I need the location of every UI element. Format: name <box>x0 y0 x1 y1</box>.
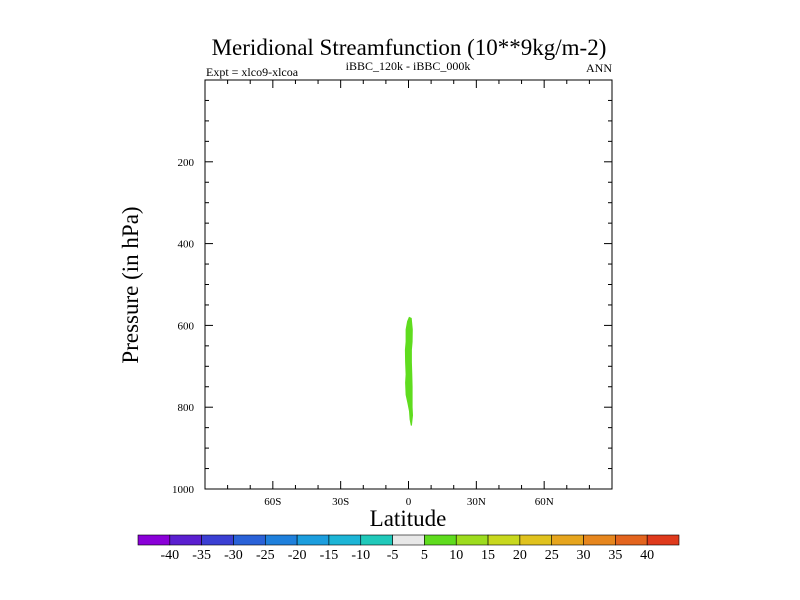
chart-title: Meridional Streamfunction (10**9kg/m-2) <box>212 35 607 60</box>
colorbar-box <box>392 534 425 546</box>
colorbar-label: -15 <box>320 548 339 563</box>
filled-region-0 <box>404 316 413 426</box>
colorbar-box <box>487 534 521 546</box>
x-tick-label: 60S <box>264 496 281 508</box>
y-tick-label: 1000 <box>172 484 195 496</box>
colorbar-box <box>328 534 362 546</box>
x-tick-label: 60N <box>535 496 554 508</box>
x-tick-labels: 60S 30S 0 30N 60N <box>264 496 553 508</box>
colorbar-box <box>201 534 234 546</box>
y-tick-label: 400 <box>178 239 195 251</box>
x-tick-label: 0 <box>406 496 412 508</box>
colorbar-box <box>615 534 648 546</box>
axis-ticks <box>204 79 613 490</box>
colorbar-box <box>296 534 330 546</box>
x-tick-label: 30N <box>467 496 486 508</box>
colorbar-box <box>360 534 393 546</box>
colorbar <box>137 534 680 546</box>
plot-frame <box>204 79 613 490</box>
colorbar-box <box>551 534 584 546</box>
colorbar-label: 25 <box>545 548 559 563</box>
colorbar-label: -25 <box>256 548 275 563</box>
colorbar-label: -30 <box>224 548 243 563</box>
colorbar-box <box>264 534 298 546</box>
colorbar-label: 5 <box>421 548 428 563</box>
comparison-label: iBBC_120k - iBBC_000k <box>346 59 471 73</box>
colorbar-box <box>169 534 202 546</box>
colorbar-box <box>424 534 457 546</box>
colorbar-box <box>519 534 553 546</box>
y-tick-label: 600 <box>178 320 195 332</box>
colorbar-label: 20 <box>513 548 527 563</box>
y-tick-label: 200 <box>178 157 195 169</box>
colorbar-labels: -40 -35 -30 -25 -20 -15 -10 -5 5 10 15 20 25 30 35 40 <box>160 548 654 563</box>
colorbar-box <box>137 534 171 546</box>
colorbar-label: 10 <box>449 548 463 563</box>
y-axis-label: Pressure (in hPa) <box>118 206 143 363</box>
y-tick-label: 800 <box>178 402 195 414</box>
experiment-label: Expt = xlco9-xlcoa <box>206 65 299 79</box>
x-tick-label: 30S <box>332 496 349 508</box>
colorbar-label: -40 <box>160 548 179 563</box>
colorbar-label: 40 <box>640 548 654 563</box>
x-axis-label: Latitude <box>370 506 447 531</box>
colorbar-box <box>583 534 616 546</box>
colorbar-label: -10 <box>351 548 370 563</box>
colorbar-box <box>455 534 489 546</box>
colorbar-label: -5 <box>387 548 399 563</box>
filled-contour-regions <box>404 316 413 426</box>
colorbar-label: 35 <box>608 548 622 563</box>
colorbar-box <box>646 534 680 546</box>
colorbar-label: 15 <box>481 548 495 563</box>
colorbar-box <box>233 534 266 546</box>
colorbar-label: -20 <box>288 548 307 563</box>
y-tick-labels: 200 400 600 800 1000 <box>172 157 195 496</box>
colorbar-label: 30 <box>577 548 591 563</box>
season-label: ANN <box>586 61 612 75</box>
colorbar-label: -35 <box>192 548 211 563</box>
